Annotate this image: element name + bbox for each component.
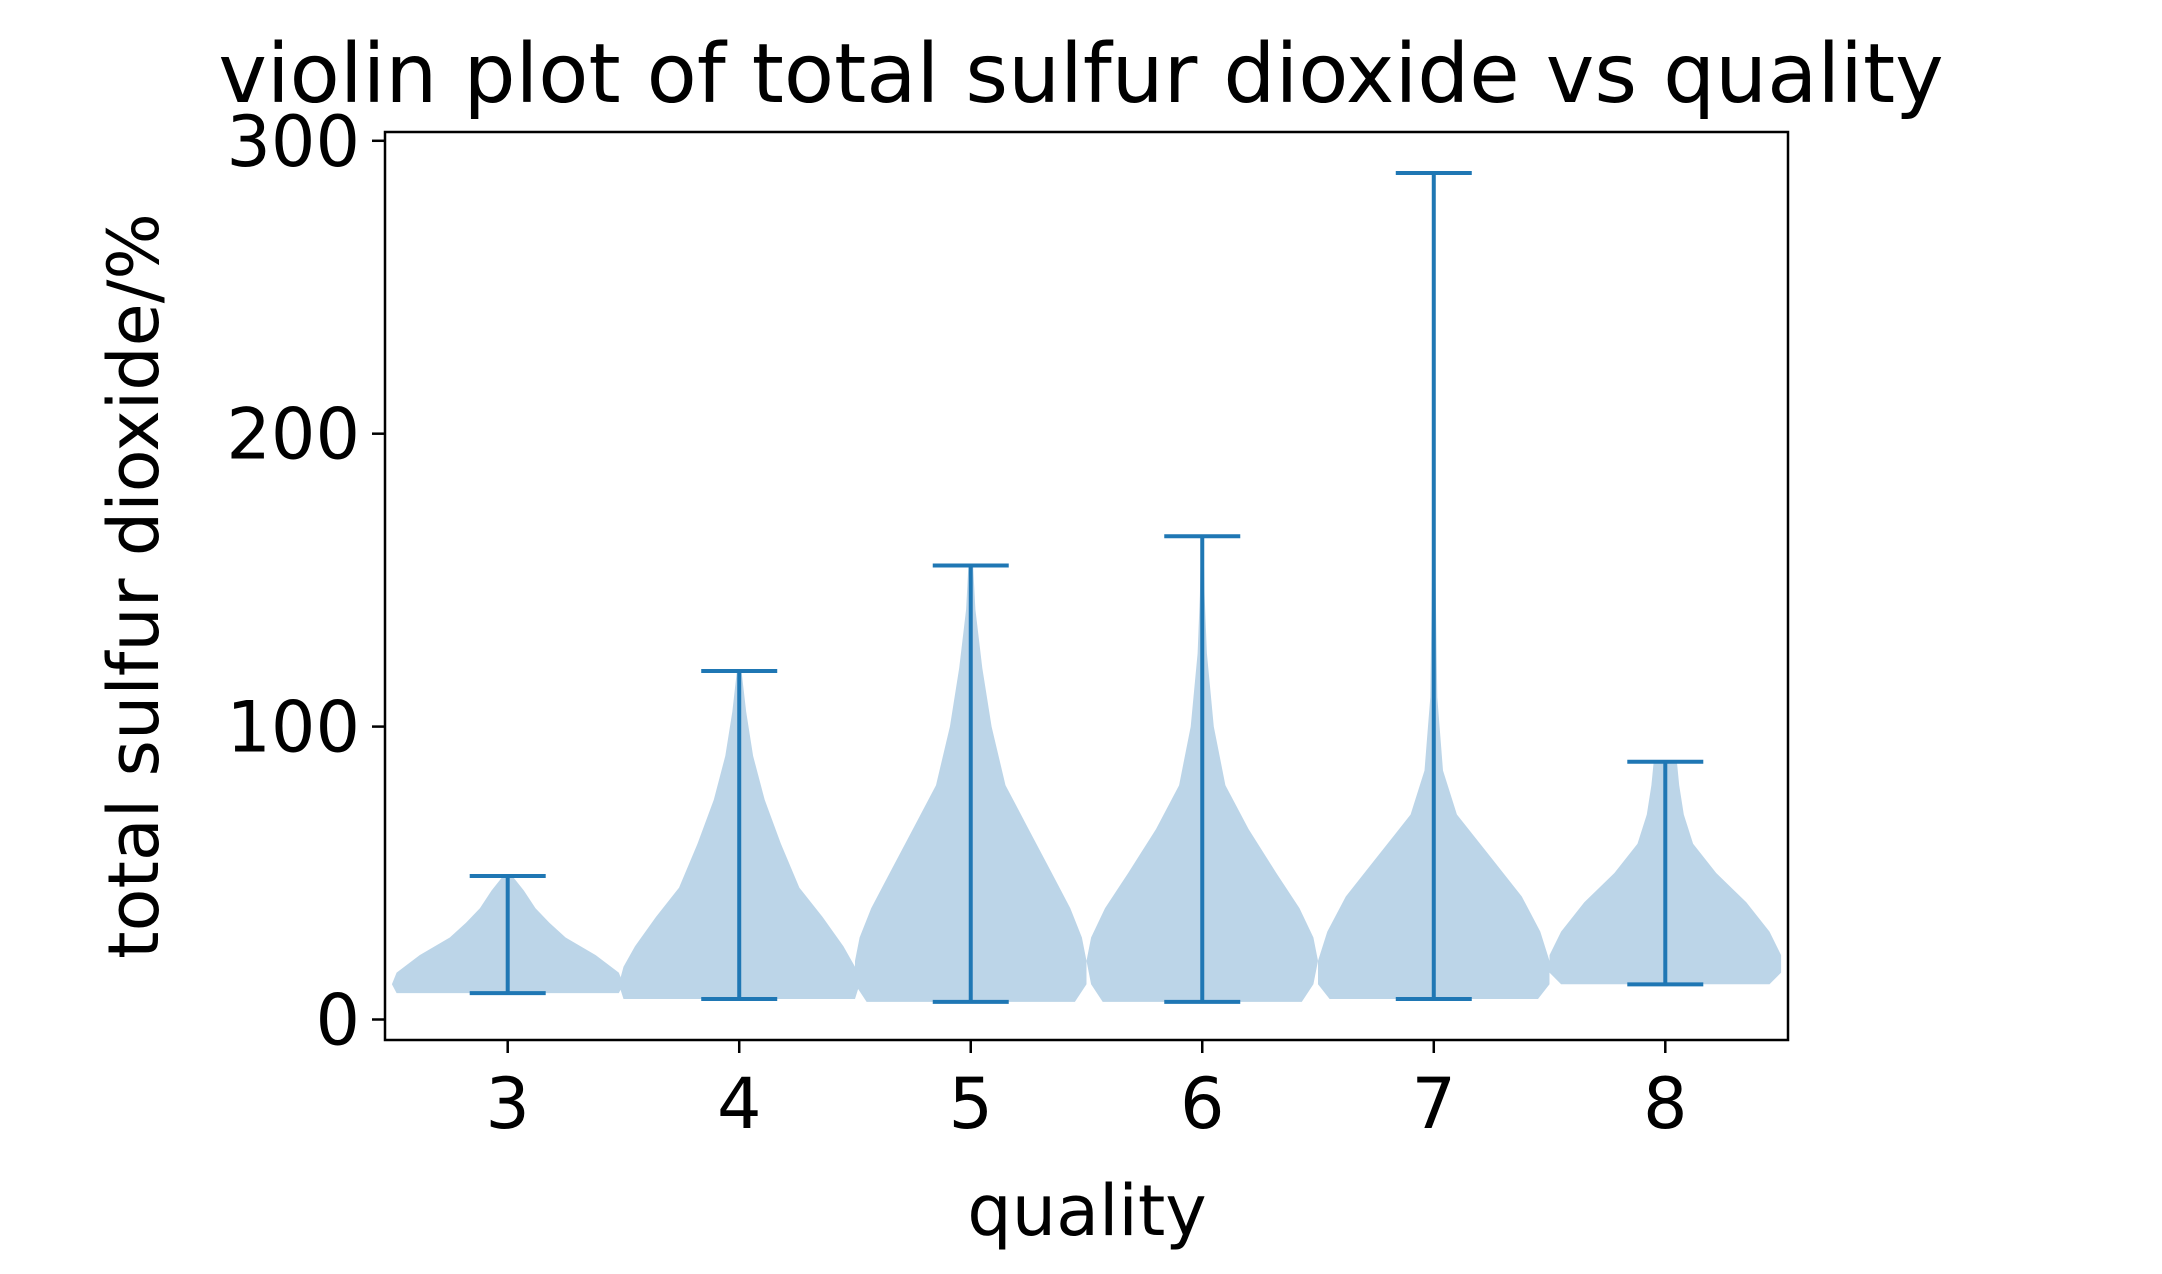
y-tick-label-200: 200 bbox=[226, 394, 360, 476]
x-tick-label-4: 4 bbox=[717, 1063, 762, 1145]
chart-title: violin plot of total sulfur dioxide vs q… bbox=[218, 27, 1943, 122]
y-axis: 0 100 200 300 bbox=[226, 101, 385, 1061]
x-axis: 3 4 5 6 7 8 bbox=[485, 1040, 1688, 1145]
x-axis-label: quality bbox=[967, 1170, 1206, 1252]
x-tick-label-7: 7 bbox=[1412, 1063, 1457, 1145]
y-tick-label-0: 0 bbox=[315, 979, 360, 1061]
x-tick-label-8: 8 bbox=[1643, 1063, 1688, 1145]
y-axis-label: total sulfur dioxide/% bbox=[93, 213, 175, 959]
x-tick-label-6: 6 bbox=[1180, 1063, 1225, 1145]
x-tick-label-3: 3 bbox=[485, 1063, 530, 1145]
y-tick-label-100: 100 bbox=[226, 687, 360, 769]
y-tick-label-300: 300 bbox=[226, 101, 360, 183]
x-tick-label-5: 5 bbox=[948, 1063, 993, 1145]
violins-group bbox=[391, 171, 1782, 1004]
plot-frame bbox=[383, 130, 1790, 1042]
